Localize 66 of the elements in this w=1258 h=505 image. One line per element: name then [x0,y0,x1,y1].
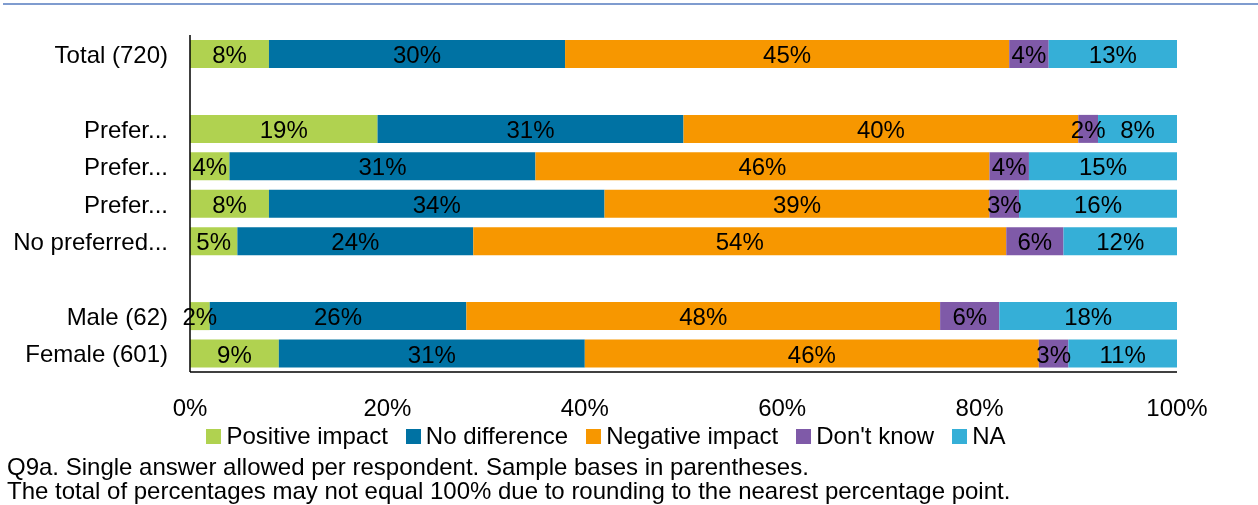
x-tick-label: 40% [560,393,609,421]
data-label: 6% [1017,227,1053,255]
data-label: 19% [259,115,308,143]
x-tick-label: 100% [1146,393,1208,421]
data-label: 12% [1096,227,1145,255]
bar [229,152,536,181]
bar [278,339,585,368]
bar [1028,152,1177,181]
data-label: 8% [212,40,247,68]
data-label: 8% [212,190,247,218]
data-label: 31% [358,152,407,180]
data-label: 31% [506,115,555,143]
data-label: 46% [738,152,787,180]
data-label: 39% [772,190,822,218]
bar [237,227,474,256]
legend-label: Don't know [816,422,935,450]
text: Q9a. Single answer allowed per respondent. Sample bases in parentheses. [7,453,810,480]
legend-label: No difference [425,422,569,450]
data-label: 30% [392,40,442,68]
y-tick-label: Male (62) [66,302,168,330]
data-label: 16% [1074,190,1123,218]
legend-label: Negative impact [606,422,779,450]
data-label: 6% [952,302,988,330]
data-label: 4% [192,152,228,180]
y-tick-label: Total (720) [54,40,168,68]
y-tick-label: Prefer... [83,115,168,143]
x-tick-label: 80% [955,393,1004,421]
data-label: 48% [679,302,728,330]
data-label: 34% [412,190,461,218]
data-label: 18% [1064,302,1113,330]
y-tick-label: Prefer... [83,190,168,217]
data-label: 54% [715,227,764,255]
bar [268,189,605,218]
bar [604,189,990,218]
bar [1019,189,1177,218]
data-label: 4% [1011,40,1047,68]
legend-label: NA [972,422,1006,450]
bar [466,302,941,331]
data-label: 24% [331,227,380,255]
data-label: 5% [196,227,232,255]
data-label: 13% [1088,40,1137,68]
bar [535,152,990,181]
data-label: 26% [314,302,363,330]
bar [377,114,684,143]
bar [190,114,378,143]
legend-label: Positive impact [226,422,388,450]
data-label: 11% [1099,340,1146,368]
data-label: 46% [787,340,836,368]
bar [565,40,1010,68]
x-tick-label: 20% [363,393,412,421]
data-label: 4% [991,152,1027,180]
data-label: 40% [856,115,905,143]
y-tick-label: Female (601) [25,339,168,367]
data-label: 45% [763,40,812,68]
bar [473,227,1007,256]
bar [999,302,1177,331]
data-label: 9% [217,340,252,368]
data-label: 15% [1078,152,1127,180]
data-label: 31% [407,340,456,368]
x-tick-label: 60% [758,393,807,421]
x-tick-label: 0% [172,393,208,421]
y-tick-label: No preferred... [13,227,168,255]
bar [268,40,566,68]
y-tick-label: Prefer... [83,152,168,180]
data-label: 8% [1120,115,1155,143]
bar [584,339,1039,368]
